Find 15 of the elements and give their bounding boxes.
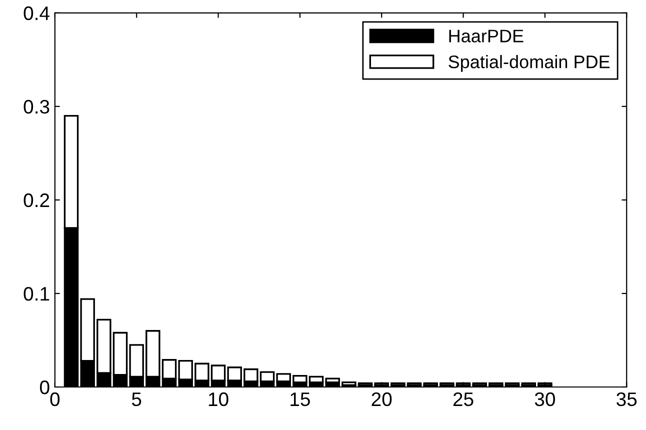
x-tick-label: 15 bbox=[290, 392, 310, 406]
x-tick-label: 5 bbox=[132, 392, 142, 406]
x-tick-label: 10 bbox=[208, 392, 228, 406]
x-tick-label: 35 bbox=[616, 392, 637, 406]
y-tick-label: 0.4 bbox=[24, 6, 50, 20]
y-tick-label: 0.2 bbox=[24, 193, 50, 208]
y-tick-label: 0.1 bbox=[24, 286, 50, 301]
x-tick-label: 25 bbox=[453, 392, 474, 406]
x-tick-label: 0 bbox=[50, 392, 60, 406]
legend-label: Spatial-domain PDE bbox=[448, 55, 610, 72]
x-tick-label: 20 bbox=[372, 392, 392, 406]
x-tick-label: 30 bbox=[534, 392, 555, 406]
y-tick-label: 0.3 bbox=[24, 100, 50, 114]
y-tick-label: 0 bbox=[40, 380, 50, 394]
legend-label: HaarPDE bbox=[449, 30, 524, 42]
